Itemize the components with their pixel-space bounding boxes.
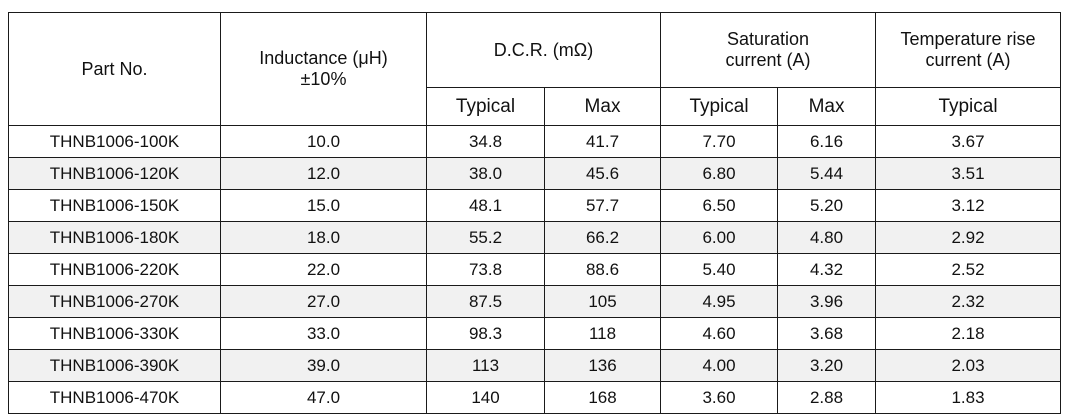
table-row: THNB1006-150K 15.0 48.1 57.7 6.50 5.20 3… bbox=[8, 189, 1062, 222]
cell-sat-typical: 4.00 bbox=[660, 349, 779, 382]
cell-sat-typical: 6.00 bbox=[660, 221, 779, 254]
col-header-inductance: Inductance (μH) ±10% bbox=[220, 12, 427, 126]
subheader-dcr-max: Max bbox=[543, 87, 662, 126]
cell-dcr-max: 118 bbox=[543, 317, 662, 350]
col-header-temp-rise: Temperature rise current (A) bbox=[875, 12, 1062, 88]
temp-rise-label-line2: current (A) bbox=[925, 50, 1011, 70]
table-row: THNB1006-120K 12.0 38.0 45.6 6.80 5.44 3… bbox=[8, 157, 1062, 190]
cell-dcr-typical: 73.8 bbox=[426, 253, 545, 286]
cell-sat-typical: 6.50 bbox=[660, 189, 779, 222]
table-row: THNB1006-100K 10.0 34.8 41.7 7.70 6.16 3… bbox=[8, 125, 1062, 158]
col-header-part-no: Part No. bbox=[8, 12, 221, 126]
cell-dcr-max: 45.6 bbox=[543, 157, 662, 190]
cell-dcr-max: 57.7 bbox=[543, 189, 662, 222]
cell-inductance: 10.0 bbox=[220, 125, 427, 158]
cell-dcr-max: 105 bbox=[543, 285, 662, 318]
cell-dcr-max: 88.6 bbox=[543, 253, 662, 286]
inductor-spec-table: Part No. Inductance (μH) ±10% D.C.R. (mΩ… bbox=[8, 12, 1062, 414]
table-row: THNB1006-330K 33.0 98.3 118 4.60 3.68 2.… bbox=[8, 317, 1062, 350]
subheader-temp-typical: Typical bbox=[875, 87, 1062, 126]
cell-dcr-typical: 34.8 bbox=[426, 125, 545, 158]
cell-dcr-typical: 140 bbox=[426, 381, 545, 414]
col-header-saturation: Saturation current (A) bbox=[660, 12, 877, 88]
col-header-dcr: D.C.R. (mΩ) bbox=[425, 12, 662, 88]
cell-inductance: 15.0 bbox=[220, 189, 427, 222]
table-row: THNB1006-220K 22.0 73.8 88.6 5.40 4.32 2… bbox=[8, 253, 1062, 286]
cell-temp-typical: 2.03 bbox=[875, 349, 1062, 382]
subheader-sat-typical: Typical bbox=[660, 87, 779, 126]
cell-sat-typical: 6.80 bbox=[660, 157, 779, 190]
inductance-label: Inductance (μH) bbox=[259, 48, 388, 68]
cell-sat-max: 3.68 bbox=[777, 317, 877, 350]
saturation-label-line2: current (A) bbox=[725, 50, 811, 70]
cell-inductance: 22.0 bbox=[220, 253, 427, 286]
table-row: THNB1006-180K 18.0 55.2 66.2 6.00 4.80 2… bbox=[8, 221, 1062, 254]
cell-dcr-typical: 38.0 bbox=[426, 157, 545, 190]
cell-part-no: THNB1006-150K bbox=[8, 189, 221, 222]
cell-part-no: THNB1006-330K bbox=[8, 317, 221, 350]
header-row-sub: Typical Max Typical Max Typical bbox=[9, 87, 1062, 126]
cell-sat-max: 3.96 bbox=[777, 285, 877, 318]
cell-dcr-max: 136 bbox=[543, 349, 662, 382]
subheader-dcr-typical: Typical bbox=[426, 87, 545, 126]
cell-temp-typical: 1.83 bbox=[875, 381, 1062, 414]
cell-inductance: 39.0 bbox=[220, 349, 427, 382]
cell-sat-max: 5.20 bbox=[777, 189, 877, 222]
cell-inductance: 27.0 bbox=[220, 285, 427, 318]
cell-temp-typical: 2.18 bbox=[875, 317, 1062, 350]
cell-dcr-typical: 48.1 bbox=[426, 189, 545, 222]
subheader-sat-max: Max bbox=[777, 87, 877, 126]
cell-dcr-max: 168 bbox=[543, 381, 662, 414]
cell-temp-typical: 3.12 bbox=[875, 189, 1062, 222]
cell-part-no: THNB1006-120K bbox=[8, 157, 221, 190]
cell-temp-typical: 2.92 bbox=[875, 221, 1062, 254]
cell-temp-typical: 2.32 bbox=[875, 285, 1062, 318]
saturation-label-line1: Saturation bbox=[726, 29, 810, 49]
cell-part-no: THNB1006-100K bbox=[8, 125, 221, 158]
cell-temp-typical: 3.67 bbox=[875, 125, 1062, 158]
cell-sat-max: 2.88 bbox=[777, 381, 877, 414]
table-row: THNB1006-470K 47.0 140 168 3.60 2.88 1.8… bbox=[8, 381, 1062, 414]
table-body: THNB1006-100K 10.0 34.8 41.7 7.70 6.16 3… bbox=[8, 125, 1062, 414]
cell-part-no: THNB1006-390K bbox=[8, 349, 221, 382]
table-row: THNB1006-270K 27.0 87.5 105 4.95 3.96 2.… bbox=[8, 285, 1062, 318]
header-row-main: Part No. Inductance (μH) ±10% D.C.R. (mΩ… bbox=[8, 12, 1062, 126]
cell-sat-max: 4.32 bbox=[777, 253, 877, 286]
cell-part-no: THNB1006-270K bbox=[8, 285, 221, 318]
cell-sat-typical: 7.70 bbox=[660, 125, 779, 158]
cell-dcr-typical: 87.5 bbox=[426, 285, 545, 318]
cell-inductance: 33.0 bbox=[220, 317, 427, 350]
table-row: THNB1006-390K 39.0 113 136 4.00 3.20 2.0… bbox=[8, 349, 1062, 382]
temp-rise-label-line1: Temperature rise bbox=[900, 29, 1036, 49]
cell-temp-typical: 3.51 bbox=[875, 157, 1062, 190]
cell-temp-typical: 2.52 bbox=[875, 253, 1062, 286]
cell-sat-max: 5.44 bbox=[777, 157, 877, 190]
cell-dcr-typical: 113 bbox=[426, 349, 545, 382]
cell-sat-max: 6.16 bbox=[777, 125, 877, 158]
cell-inductance: 18.0 bbox=[220, 221, 427, 254]
cell-sat-typical: 4.95 bbox=[660, 285, 779, 318]
cell-inductance: 47.0 bbox=[220, 381, 427, 414]
cell-sat-max: 4.80 bbox=[777, 221, 877, 254]
inductance-tolerance: ±10% bbox=[300, 69, 347, 89]
cell-sat-typical: 5.40 bbox=[660, 253, 779, 286]
cell-part-no: THNB1006-220K bbox=[8, 253, 221, 286]
cell-part-no: THNB1006-470K bbox=[8, 381, 221, 414]
cell-dcr-typical: 98.3 bbox=[426, 317, 545, 350]
cell-sat-max: 3.20 bbox=[777, 349, 877, 382]
cell-inductance: 12.0 bbox=[220, 157, 427, 190]
part-no-label: Part No. bbox=[81, 58, 148, 79]
cell-dcr-typical: 55.2 bbox=[426, 221, 545, 254]
cell-dcr-max: 41.7 bbox=[543, 125, 662, 158]
cell-sat-typical: 4.60 bbox=[660, 317, 779, 350]
cell-part-no: THNB1006-180K bbox=[8, 221, 221, 254]
dcr-label: D.C.R. (mΩ) bbox=[493, 39, 594, 60]
cell-dcr-max: 66.2 bbox=[543, 221, 662, 254]
cell-sat-typical: 3.60 bbox=[660, 381, 779, 414]
